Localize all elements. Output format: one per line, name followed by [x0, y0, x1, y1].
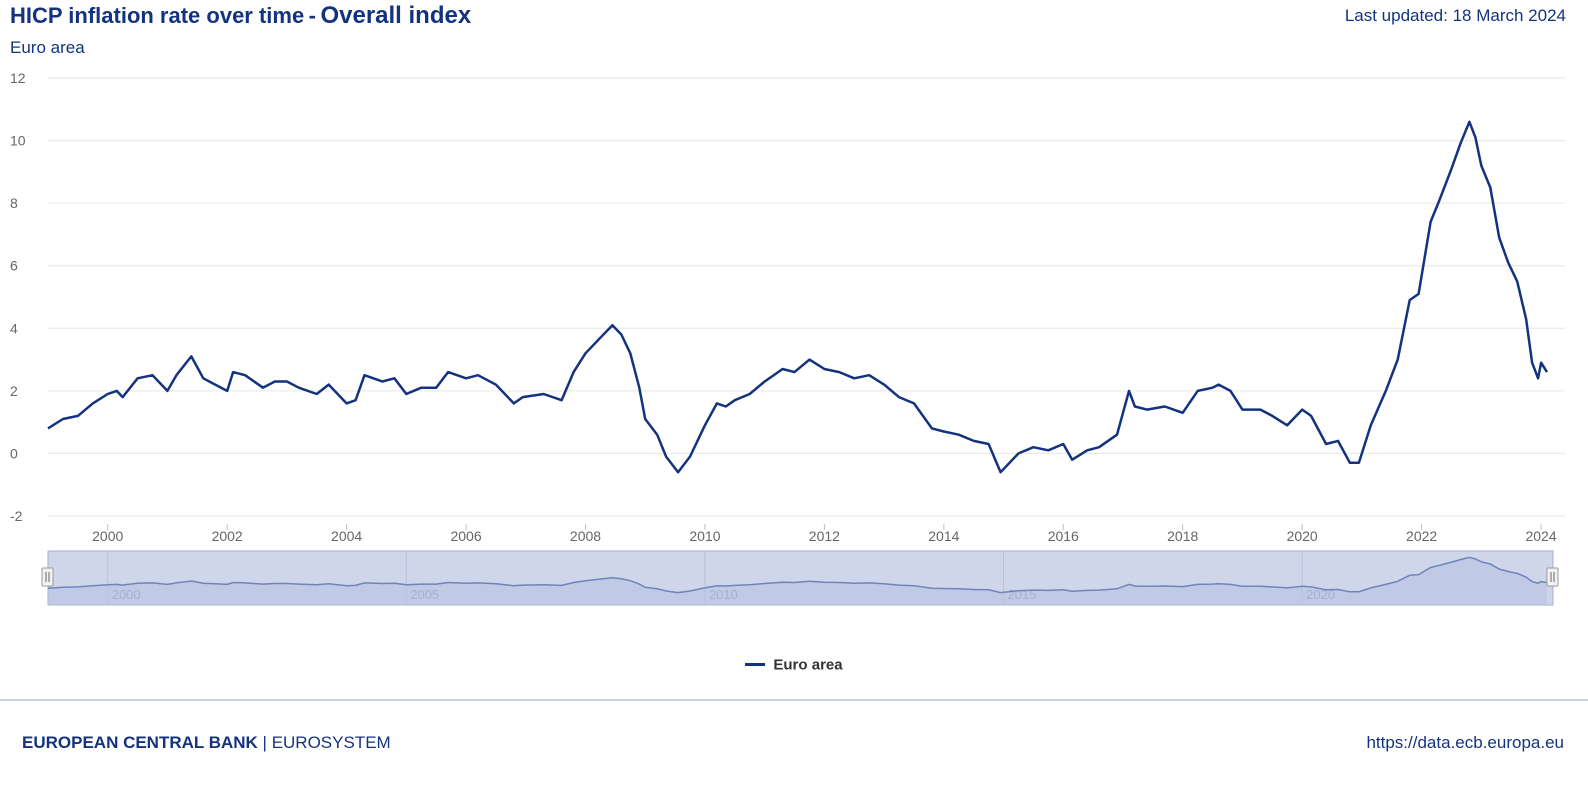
- legend-line-marker: [745, 663, 766, 667]
- y-axis-ticks: -2 0 2 4 6 8 10 12: [10, 70, 26, 524]
- y-tick-label: 10: [10, 133, 26, 149]
- y-tick-label: 0: [10, 445, 18, 461]
- footer-bank-name: EUROPEAN CENTRAL BANK: [22, 733, 258, 752]
- x-tick-label: 2002: [212, 528, 243, 544]
- y-tick-label: 2: [10, 383, 18, 399]
- line-chart: -2 0 2 4 6 8 10 12 2000 2002 2004 2006 2008 2010 2012…: [10, 70, 1565, 606]
- x-tick-label: 2016: [1048, 528, 1079, 544]
- y-tick-label: 6: [10, 258, 18, 274]
- y-tick-label: -2: [10, 508, 23, 524]
- y-tick-label: 4: [10, 320, 18, 336]
- chart-legend[interactable]: Euro area: [0, 656, 1588, 674]
- navigator-area: [48, 557, 1547, 605]
- x-axis-ticks: 2000 2002 2004 2006 2008 2010 2012 2014 2016 2018…: [92, 524, 1557, 544]
- navigator-series-line: [47, 556, 1548, 594]
- footer-system-name: EUROSYSTEM: [271, 733, 391, 752]
- chart-title-emphasis: Overall index: [320, 2, 472, 29]
- x-tick-label: 2022: [1406, 528, 1437, 544]
- x-tick-label: 2004: [331, 528, 362, 544]
- chart-title-text: HICP inflation rate over time: [10, 3, 305, 28]
- x-tick-label: 2020: [1287, 528, 1318, 544]
- last-updated-label: Last updated: 18 March 2024: [1344, 6, 1566, 25]
- x-tick-label: 2014: [928, 528, 959, 544]
- chart-title: HICP inflation rate over time - Overall …: [10, 2, 471, 30]
- grid-lines: [48, 77, 1565, 517]
- navigator-handle-right[interactable]: [1546, 567, 1559, 587]
- x-tick-label: 2012: [809, 528, 840, 544]
- legend-item-euro-area[interactable]: Euro area: [773, 656, 843, 674]
- y-tick-label: 8: [10, 195, 18, 211]
- footer-organization: EUROPEAN CENTRAL BANK | EUROSYSTEM: [22, 733, 391, 753]
- series-group: [47, 120, 1549, 474]
- footer-url[interactable]: https://data.ecb.europa.eu: [1366, 733, 1564, 752]
- series-line-euro-area: [47, 120, 1549, 474]
- x-tick-label: 2006: [450, 528, 481, 544]
- chart-title-separator: -: [308, 3, 316, 28]
- footer-divider: [0, 699, 1588, 701]
- x-tick-label: 2010: [689, 528, 720, 544]
- y-tick-label: 12: [10, 70, 26, 86]
- x-tick-label: 2008: [570, 528, 601, 544]
- footer-separator: |: [257, 733, 272, 752]
- chart-subtitle: Euro area: [10, 38, 85, 57]
- x-tick-label: 2000: [92, 528, 123, 544]
- navigator-handle-left[interactable]: [41, 567, 54, 587]
- x-tick-label: 2018: [1167, 528, 1198, 544]
- x-tick-label: 2024: [1525, 528, 1556, 544]
- range-navigator[interactable]: 20002005201020152020: [41, 550, 1559, 606]
